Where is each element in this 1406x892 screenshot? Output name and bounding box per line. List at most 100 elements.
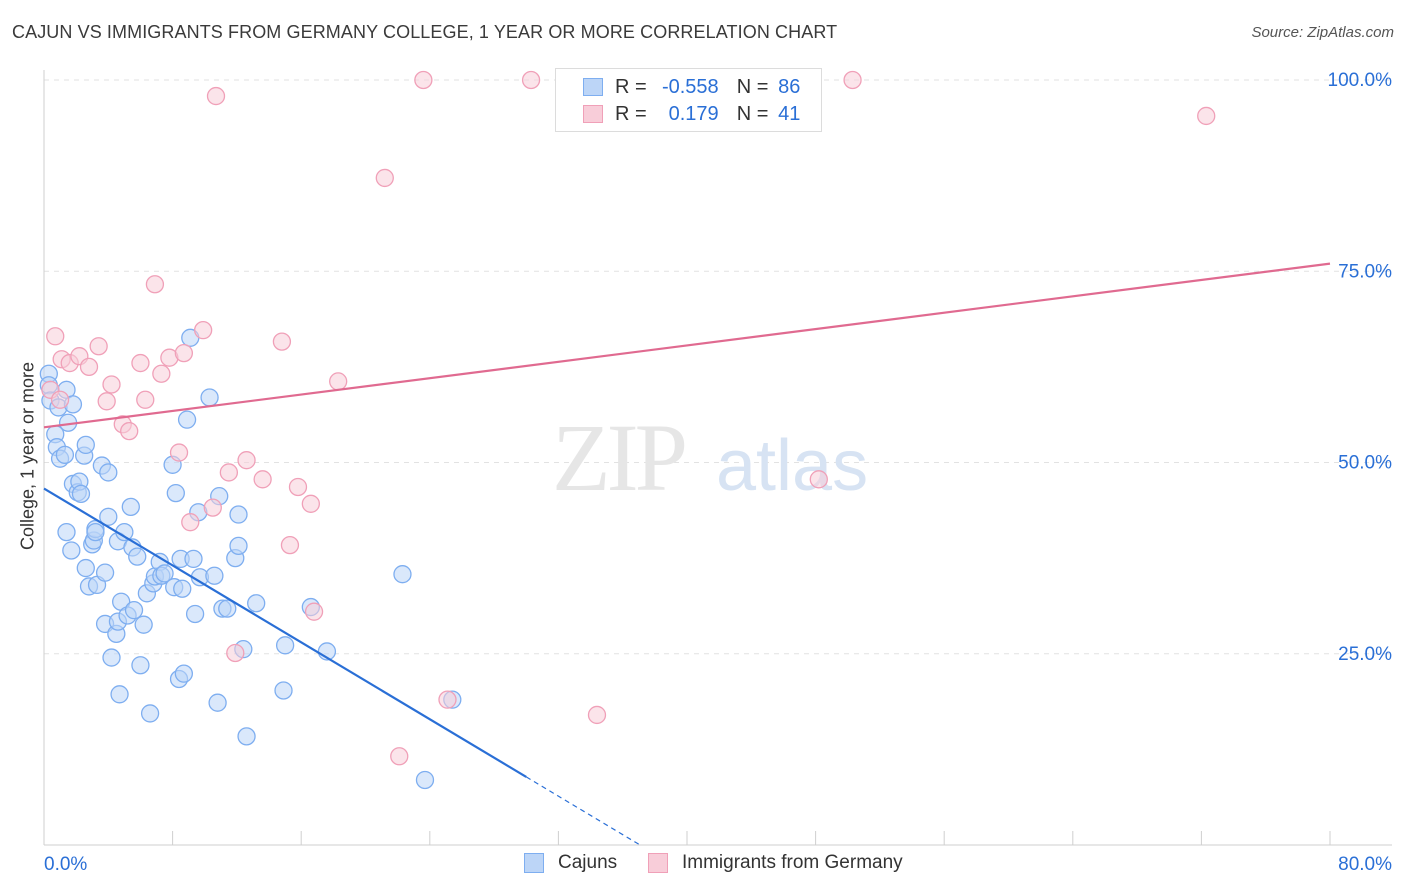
watermark-zip: ZIP (552, 404, 685, 511)
cajuns-point (124, 600, 144, 620)
germany-point (203, 498, 222, 517)
germany-point (50, 390, 70, 409)
legend-n-label: N = (736, 75, 769, 98)
y-tick-labels: 25.0% 50.0% 75.0% 100.0% (1328, 70, 1393, 665)
legend-n-value: 86 (778, 75, 801, 98)
gridlines (44, 79, 1392, 655)
legend-r-label: R = (615, 102, 647, 125)
germany-point (102, 375, 121, 394)
series-legend-cajuns: Cajuns (524, 852, 617, 874)
germany-point (1197, 106, 1216, 126)
germany-point (301, 494, 320, 513)
germany-point (169, 443, 189, 462)
cajuns-point (166, 483, 185, 503)
cajuns-point (208, 693, 227, 712)
watermark-atlas: atlas (716, 426, 868, 506)
x-tick-labels: 0.0% 80.0% (44, 854, 1392, 875)
germany-point (329, 372, 348, 391)
cajuns-point (237, 727, 256, 746)
series-legend: Cajuns Immigrants from Germany (0, 852, 1406, 878)
correlation-legend: R = -0.558 N = 86 R = 0.179 N = 41 (555, 68, 822, 132)
series-legend-label-germany: Immigrants from Germany (682, 852, 903, 873)
germany-point (272, 332, 292, 351)
axes (43, 70, 1392, 846)
cajuns-trend-line (43, 487, 527, 778)
germany-point (193, 321, 213, 340)
cajuns-trend-extension (525, 776, 640, 845)
cajuns-point (121, 497, 140, 517)
legend-swatch-germany (583, 105, 603, 123)
cajuns-point (155, 564, 174, 583)
cajuns-point (99, 507, 118, 526)
cajuns-point (415, 770, 435, 790)
y-tick-label: 50.0% (1338, 453, 1392, 474)
germany-point (174, 343, 194, 363)
watermark: ZIP atlas (552, 404, 868, 511)
germany-point (219, 463, 239, 482)
germany-point (136, 390, 155, 409)
cajuns-point (71, 484, 91, 504)
legend-r-label: R = (615, 75, 647, 98)
y-tick-label: 100.0% (1328, 70, 1393, 91)
cajuns-point (205, 566, 224, 585)
cajuns-point (185, 604, 205, 624)
legend-r-value: -0.558 (661, 75, 719, 98)
y-axis-label: College, 1 year or more (17, 361, 38, 551)
cajuns-point (76, 558, 95, 578)
series-legend-swatch-germany (648, 853, 668, 873)
germany-point (253, 470, 272, 489)
germany-point (237, 451, 256, 470)
cajuns-point (393, 565, 412, 584)
legend-row-cajuns: R = -0.558 N = 86 (556, 73, 800, 101)
germany-point (843, 70, 862, 90)
series-germany-points (41, 70, 1216, 766)
germany-point (152, 364, 171, 383)
trend-lines (43, 262, 1331, 845)
germany-point (280, 535, 300, 555)
legend-n-label: N = (736, 102, 769, 125)
legend-r-value: 0.179 (668, 102, 719, 125)
germany-point (438, 690, 457, 709)
germany-point (145, 275, 165, 294)
germany-point (226, 643, 245, 663)
germany-point (375, 168, 394, 188)
germany-point (131, 353, 150, 373)
germany-point (304, 602, 324, 621)
series-legend-swatch-cajuns (524, 853, 544, 873)
legend-row-germany: R = 0.179 N = 41 (556, 100, 800, 128)
germany-point (181, 513, 200, 532)
cajuns-point (200, 388, 219, 407)
cajuns-point (134, 615, 153, 634)
legend-swatch-cajuns (583, 78, 603, 96)
cajuns-point (99, 463, 118, 482)
cajuns-point (184, 549, 203, 569)
cajuns-point (229, 505, 248, 524)
germany-point (390, 747, 409, 766)
chart-title: CAJUN VS IMMIGRANTS FROM GERMANY COLLEGE… (12, 22, 838, 42)
cajuns-point (247, 594, 266, 613)
germany-trend-line (43, 262, 1331, 429)
germany-point (521, 70, 541, 90)
source-label: Source: ZipAtlas.com (1251, 24, 1394, 41)
cajuns-point (140, 704, 160, 723)
legend-n-value: 41 (778, 102, 801, 125)
y-tick-label: 25.0% (1338, 644, 1392, 665)
cajuns-point (86, 522, 105, 542)
cajuns-point (102, 648, 121, 667)
x-tick-label: 80.0% (1338, 854, 1392, 875)
series-cajuns-points (39, 328, 462, 790)
cajuns-point (177, 410, 197, 429)
cajuns-point (95, 563, 115, 582)
cajuns-point (62, 541, 81, 560)
germany-point (206, 86, 226, 106)
cajuns-point (173, 579, 192, 598)
series-legend-label-cajuns: Cajuns (558, 852, 618, 873)
cajuns-point (274, 681, 293, 700)
germany-point (79, 357, 99, 377)
germany-point (97, 392, 116, 411)
cajuns-point (110, 685, 129, 704)
germany-point (587, 705, 607, 725)
x-tick-label: 0.0% (44, 854, 87, 875)
cajuns-point (218, 599, 237, 618)
germany-point (288, 477, 308, 497)
